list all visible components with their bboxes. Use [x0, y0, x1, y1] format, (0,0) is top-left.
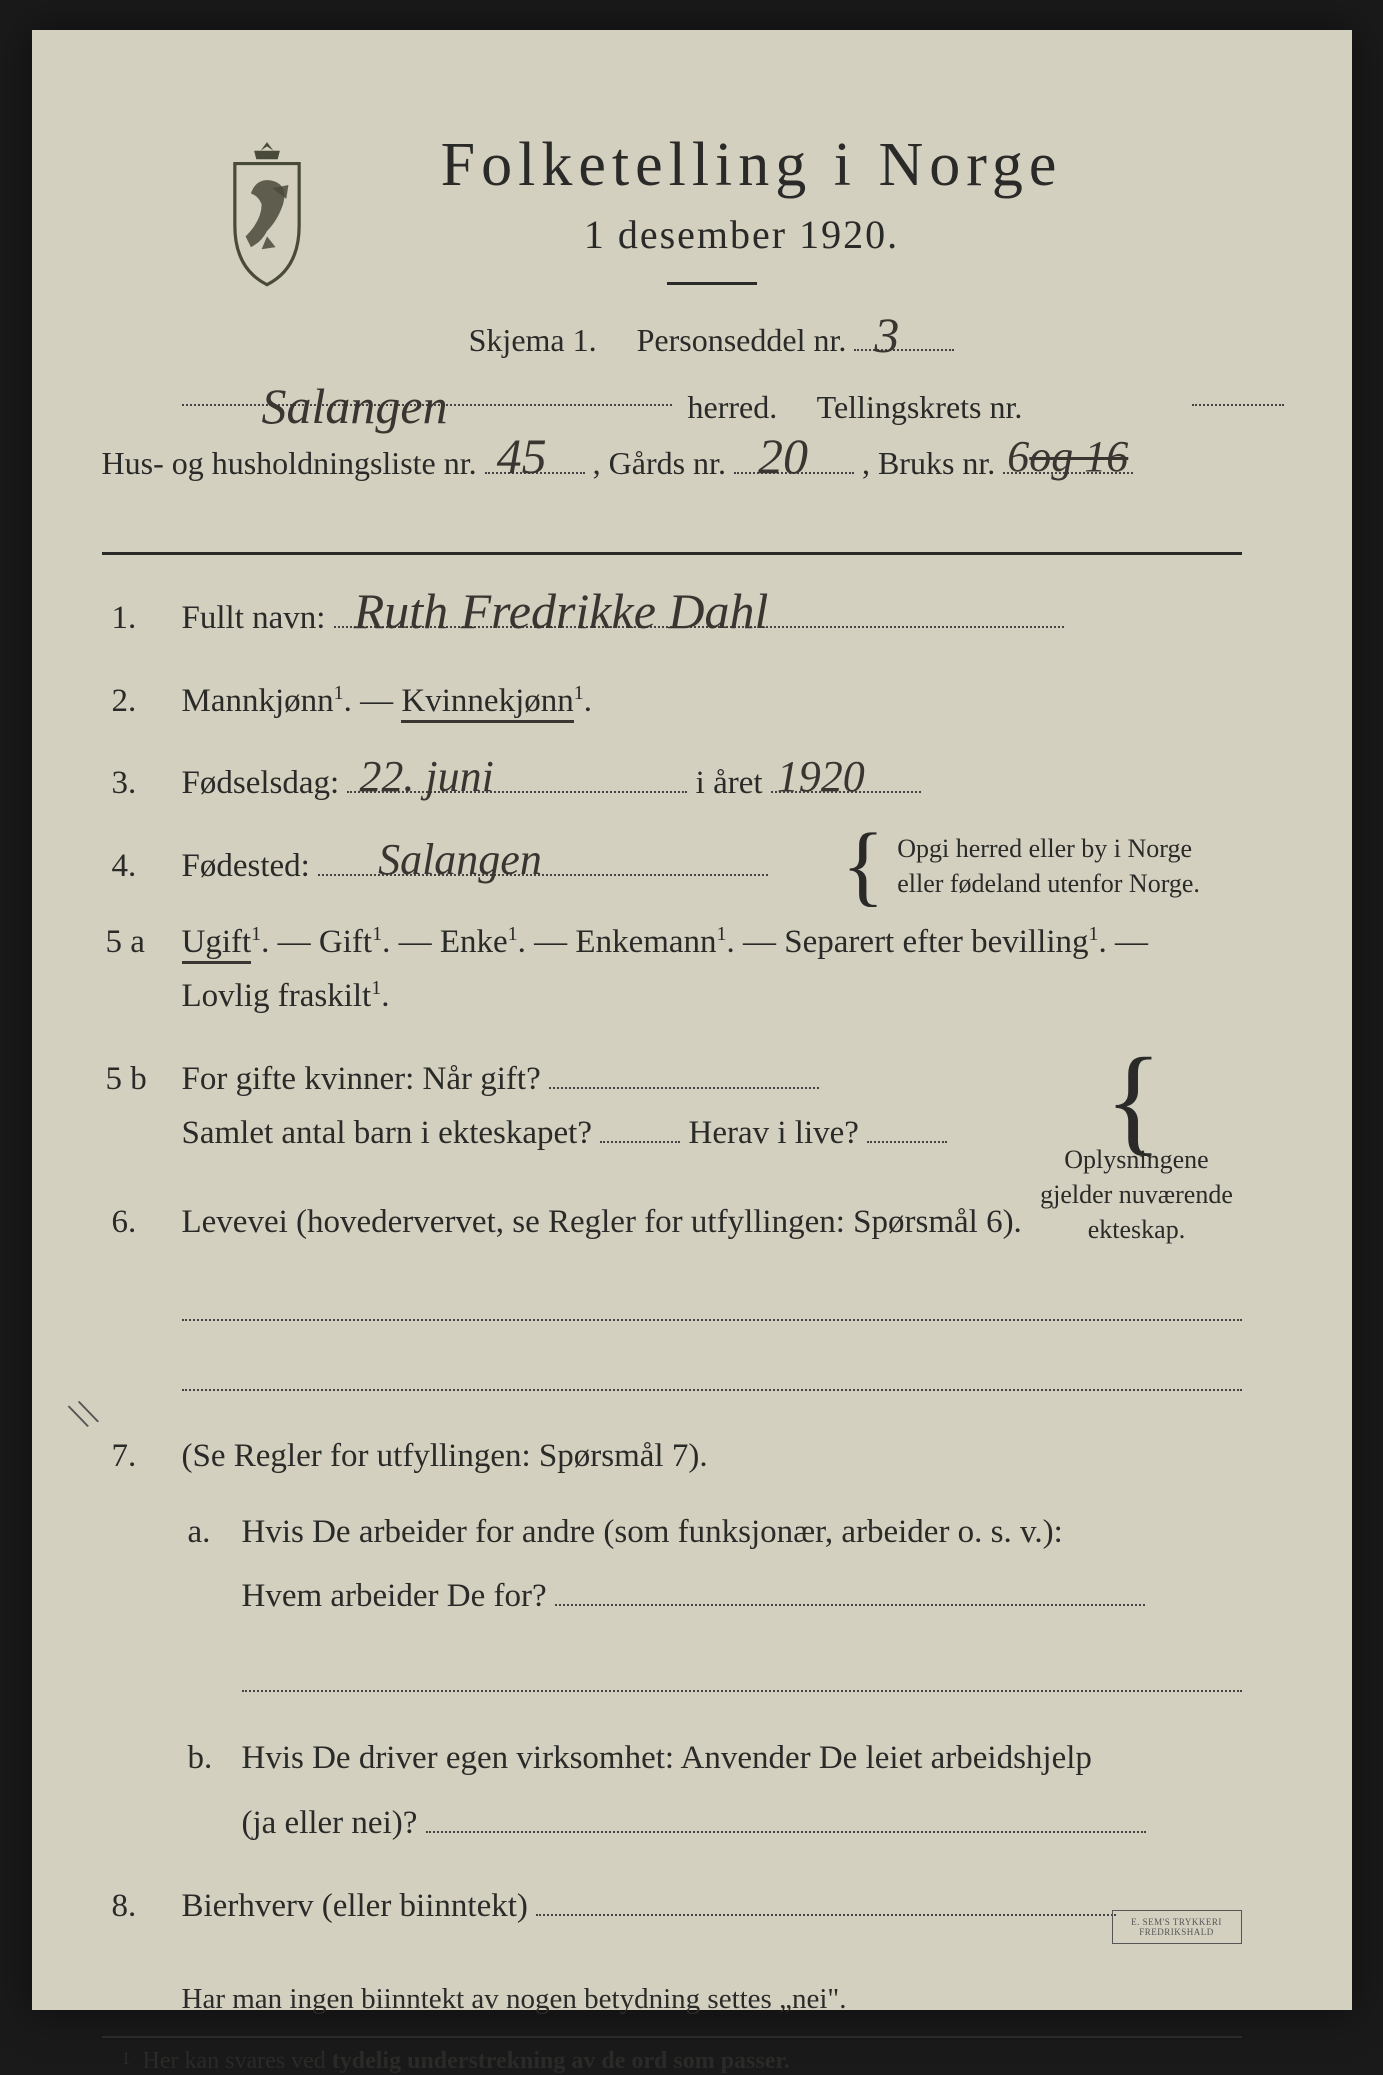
q7b: b. Hvis De driver egen virksomhet: Anven… — [242, 1726, 1242, 1855]
gards-nr-value: 20 — [758, 416, 808, 496]
census-form-page: \\ Folketelling i Norge 1 desember 1920.… — [32, 30, 1352, 2010]
q7a-text1: Hvis De arbeider for andre (som funksjon… — [242, 1514, 1063, 1550]
q3-birthdate: 3. Fødselsdag: 22. juni i året 1920 — [182, 756, 1242, 810]
q6-occupation: 6. Levevei (hovedervervet, se Regler for… — [182, 1195, 1242, 1249]
q4-label: Fødested: — [182, 848, 310, 884]
personseddel-label: Personseddel nr. — [637, 322, 847, 358]
q6-line1 — [182, 1263, 1242, 1321]
footnote2: 1 Her kan svares ved tydelig understrekn… — [122, 2048, 1242, 2075]
q7b-text1: Hvis De driver egen virksomhet: Anvender… — [242, 1740, 1092, 1776]
q5a-gift: Gift — [319, 924, 372, 960]
coat-of-arms-icon — [212, 140, 322, 290]
q5b-label2: Samlet antal barn i ekteskapet? — [182, 1115, 593, 1151]
q8-label: Bierhverv (eller biinntekt) — [182, 1888, 528, 1924]
main-divider — [102, 552, 1242, 555]
husliste-nr-value: 45 — [497, 416, 547, 496]
q2-gender: 2. Mannkjønn1. — Kvinnekjønn1. — [182, 674, 1242, 728]
q7a-text2: Hvem arbeider De for? — [242, 1578, 547, 1614]
q7-work: 7. (Se Regler for utfyllingen: Spørsmål … — [182, 1429, 1242, 1483]
stamp-line2: FREDRIKSHALD — [1113, 1927, 1241, 1937]
footnote-divider — [102, 2036, 1242, 2038]
q2-num: 2. — [112, 674, 137, 728]
bruks-nr-strike: og 16 — [1029, 432, 1128, 481]
footnote2-text: Her kan svares ved tydelig understreknin… — [143, 2048, 790, 2074]
q5a-num: 5 a — [106, 915, 145, 969]
q3-day-value: 22. juni — [359, 741, 493, 814]
q3-year-label: i året — [696, 765, 763, 801]
q1-name: 1. Fullt navn: Ruth Fredrikke Dahl — [182, 591, 1242, 645]
q3-year-value: 1920 — [777, 741, 865, 814]
q1-value: Ruth Fredrikke Dahl — [354, 570, 769, 653]
q7b-letter: b. — [188, 1726, 213, 1790]
q5a-enke: Enke — [440, 924, 508, 960]
q5b-label: For gifte kvinner: Når gift? — [182, 1061, 541, 1097]
q4-birthplace: 4. Fødested: Salangen { Opgi herred elle… — [182, 839, 1242, 893]
q1-label: Fullt navn: — [182, 600, 326, 636]
q5b-label3: Herav i live? — [689, 1115, 859, 1151]
q4-value: Salangen — [378, 824, 542, 897]
q2-mann: Mannkjønn — [182, 683, 334, 719]
q3-num: 3. — [112, 756, 137, 810]
printer-stamp: E. SEM'S TRYKKERI FREDRIKSHALD — [1112, 1910, 1242, 1944]
q4-num: 4. — [112, 839, 137, 893]
q1-num: 1. — [112, 591, 137, 645]
q6-label: Levevei (hovedervervet, se Regler for ut… — [182, 1204, 1022, 1240]
q5a-separert: Separert efter bevilling — [784, 924, 1088, 960]
personseddel-nr-value: 3 — [874, 295, 899, 375]
q6-line2 — [182, 1351, 1242, 1391]
form-header: Folketelling i Norge 1 desember 1920. Sk… — [182, 130, 1242, 502]
q8-side-income: 8. Bierhverv (eller biinntekt) — [182, 1879, 1242, 1933]
herred-value: Salangen — [262, 366, 448, 446]
marginal-mark: \\ — [63, 1388, 103, 1440]
q5a-fraskilt: Lovlig fraskilt — [182, 978, 372, 1014]
q7-num: 7. — [112, 1429, 137, 1483]
q4-note2: eller fødeland utenfor Norge. — [897, 869, 1200, 898]
q5a-ugift: Ugift — [182, 924, 252, 964]
gards-label: , Gårds nr. — [593, 445, 726, 481]
footnote1: Har man ingen biinntekt av nogen betydni… — [182, 1983, 1242, 2016]
footnote2-num: 1 — [122, 2048, 131, 2068]
skjema-line: Skjema 1. Personseddel nr. 3 — [182, 315, 1242, 366]
q7a-letter: a. — [188, 1500, 211, 1564]
header-divider — [667, 282, 757, 285]
q7b-text2: (ja eller nei)? — [242, 1805, 418, 1841]
stamp-line1: E. SEM'S TRYKKERI — [1113, 1917, 1241, 1927]
q5a-enkemann: Enkemann — [575, 924, 716, 960]
q2-kvinne: Kvinnekjønn — [401, 683, 573, 723]
tellingskrets-label: Tellingskrets nr. — [817, 389, 1023, 425]
q7a: a. Hvis De arbeider for andre (som funks… — [242, 1500, 1242, 1629]
q6-num: 6. — [112, 1195, 137, 1249]
q7a-line2 — [242, 1652, 1242, 1692]
q3-label: Fødselsdag: — [182, 765, 340, 801]
skjema-label: Skjema 1. — [469, 322, 597, 358]
q7-label: (Se Regler for utfyllingen: Spørsmål 7). — [182, 1438, 708, 1474]
q5b-note1: Oplysningene — [1064, 1145, 1208, 1174]
husliste-label: Hus- og husholdningsliste nr. — [102, 445, 477, 481]
bruks-label: , Bruks nr. — [862, 445, 995, 481]
bruks-nr-value: 6 — [1007, 432, 1029, 481]
main-title: Folketelling i Norge — [262, 130, 1242, 201]
hus-line: Hus- og husholdningsliste nr. 45 , Gårds… — [102, 438, 1242, 502]
q5b-num: 5 b — [106, 1052, 147, 1106]
q4-note1: Opgi herred eller by i Norge — [897, 834, 1192, 863]
q5a-marital: 5 a Ugift1. — Gift1. — Enke1. — Enkemann… — [182, 915, 1242, 1024]
subtitle: 1 desember 1920. — [242, 211, 1242, 258]
q8-num: 8. — [112, 1879, 137, 1933]
q5b-married-info: 5 b For gifte kvinner: Når gift? { Oplys… — [182, 1052, 1242, 1161]
